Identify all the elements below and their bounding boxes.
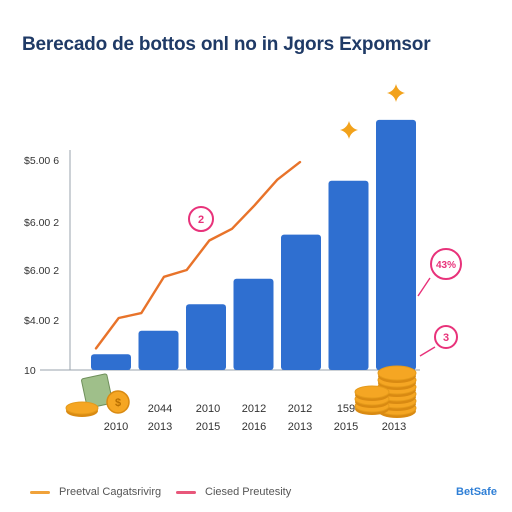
chart-bar (186, 304, 226, 370)
legend-label-1: Preetval Cagatsrivirg (59, 486, 162, 498)
chart-bar (91, 354, 131, 370)
sparkle-icon (387, 84, 405, 102)
y-tick-label: $4.00 2 (24, 315, 59, 327)
chart-title: Berecado de bottos onl no in Jgors Expom… (22, 34, 431, 55)
x-tick-label-top: 2010 (196, 403, 220, 415)
coin-icon (377, 365, 417, 381)
x-tick-label-top: 2012 (242, 403, 266, 415)
x-tick-label-top: 2044 (148, 403, 172, 415)
annotation-label: 2 (198, 214, 204, 226)
x-tick-label-bottom: 2015 (334, 421, 358, 433)
chart-line (94, 160, 302, 350)
coin-icon (106, 390, 130, 414)
annotation-leader (417, 277, 431, 297)
x-tick-label-bottom: 2010 (104, 421, 128, 433)
x-tick-label-top: 159 (337, 403, 355, 415)
legend-label-2: Ciesed Preutesity (205, 486, 292, 498)
annotation-bubble (188, 206, 214, 232)
y-tick-label: 10 (24, 365, 36, 377)
coin-icon (354, 385, 390, 399)
coin-symbol: $ (115, 397, 121, 409)
x-tick-label-bottom: 2013 (148, 421, 172, 433)
annotation-bubble (430, 248, 462, 280)
annotation-label: 43% (436, 260, 456, 271)
y-tick-label: $5.00 6 (24, 155, 59, 167)
banknote-icon (81, 373, 113, 409)
annotation-label: 3 (443, 332, 449, 344)
brand-logo: BetSafe (456, 486, 497, 498)
x-tick-label-bottom: 2013 (382, 421, 406, 433)
sparkle-icon (340, 121, 358, 139)
chart-bar (138, 330, 179, 370)
coin-icon (65, 401, 99, 415)
x-tick-label-top: 2012 (288, 403, 312, 415)
y-tick-label: $6.00 2 (24, 217, 59, 229)
x-tick-label-bottom: 2013 (288, 421, 312, 433)
legend-item-1: Preetval Cagatsrivirg (30, 486, 161, 498)
legend-swatch-1 (30, 490, 50, 494)
chart-bar (376, 119, 416, 371)
legend-swatch-2 (176, 490, 196, 494)
chart-bar (328, 180, 369, 370)
legend-item-2: Ciesed Preutesity (176, 486, 291, 498)
annotation-leader (419, 346, 436, 357)
chart-bar (233, 278, 274, 370)
x-tick-label-bottom: 2015 (196, 421, 220, 433)
chart-bar (281, 234, 321, 370)
annotation-bubble (434, 325, 458, 349)
y-tick-label: $6.00 2 (24, 265, 59, 277)
x-tick-label-bottom: 2016 (242, 421, 266, 433)
